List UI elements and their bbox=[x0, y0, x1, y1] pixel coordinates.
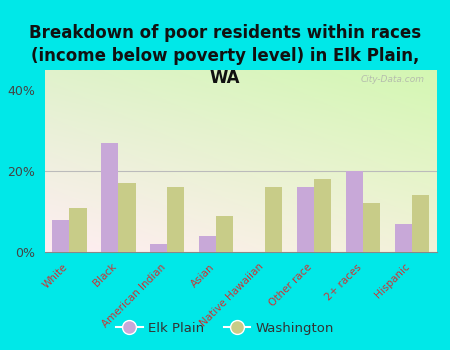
Bar bbox=[150, 244, 167, 252]
Bar bbox=[363, 203, 380, 252]
Bar bbox=[346, 171, 363, 252]
Bar bbox=[167, 187, 184, 252]
Bar bbox=[297, 187, 314, 252]
Legend: Elk Plain, Washington: Elk Plain, Washington bbox=[111, 316, 339, 340]
Text: City-Data.com: City-Data.com bbox=[361, 76, 425, 84]
Bar bbox=[265, 187, 282, 252]
Bar bbox=[314, 179, 331, 252]
Bar bbox=[52, 220, 69, 252]
Bar bbox=[101, 143, 118, 252]
Bar bbox=[395, 224, 412, 252]
Bar bbox=[118, 183, 135, 252]
Bar bbox=[412, 195, 429, 252]
Bar bbox=[69, 208, 86, 252]
Text: Breakdown of poor residents within races
(income below poverty level) in Elk Pla: Breakdown of poor residents within races… bbox=[29, 25, 421, 87]
Bar bbox=[216, 216, 234, 252]
Bar bbox=[199, 236, 216, 252]
